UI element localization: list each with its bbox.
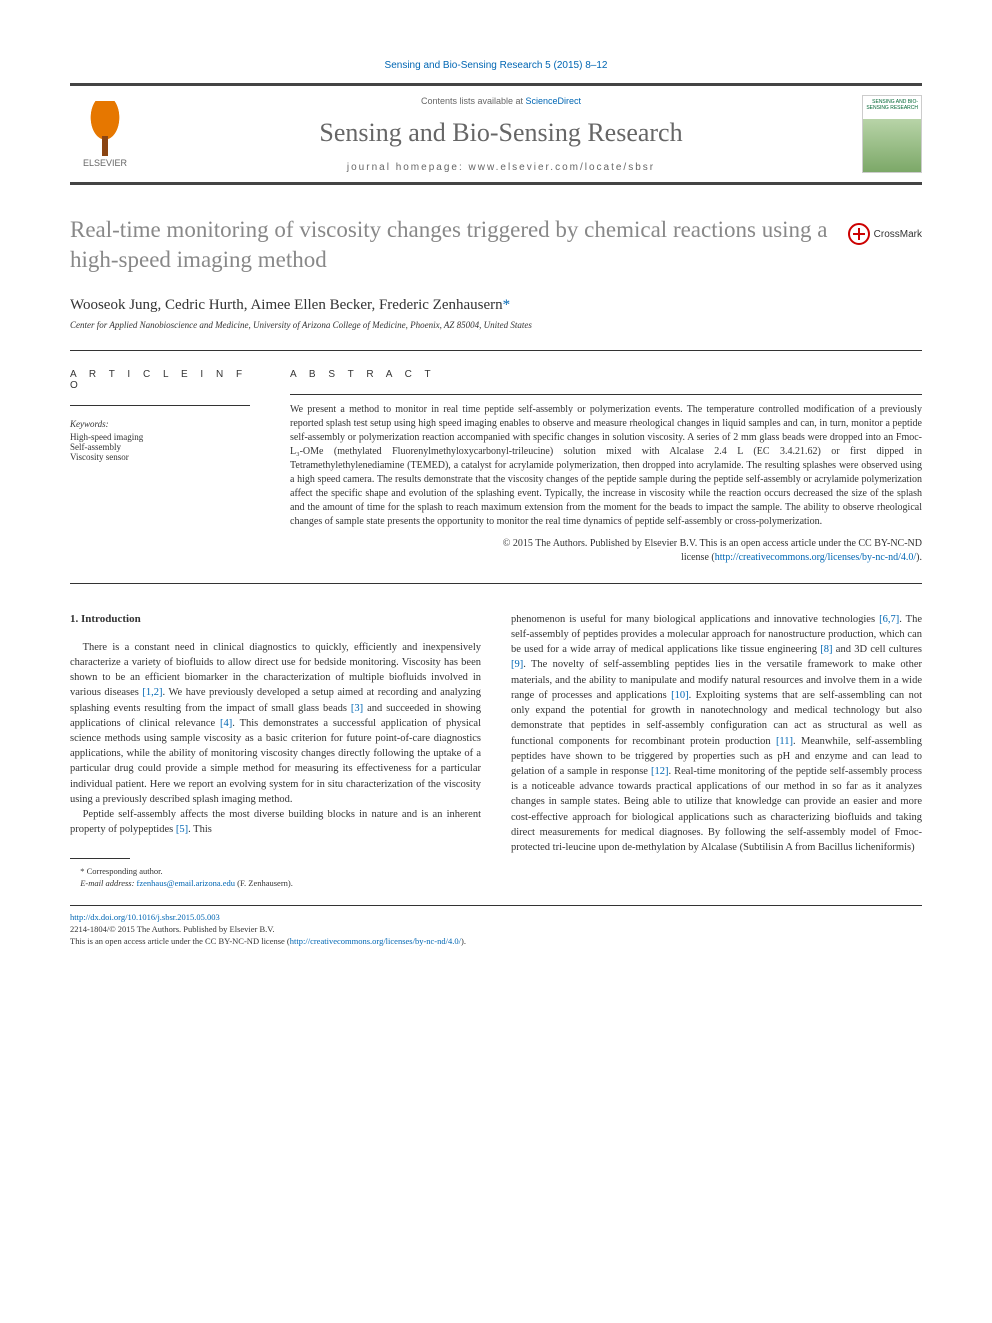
copyright-line2-prefix: license ( bbox=[681, 552, 715, 563]
crossmark-badge[interactable]: CrossMark bbox=[848, 223, 922, 245]
intro-para-2-cont: phenomenon is useful for many biological… bbox=[511, 612, 922, 856]
corresponding-author-note: * Corresponding author. bbox=[70, 865, 481, 877]
footer-block: http://dx.doi.org/10.1016/j.sbsr.2015.05… bbox=[70, 912, 922, 948]
header-center: Contents lists available at ScienceDirec… bbox=[140, 96, 862, 173]
cover-label: SENSING AND BIO-SENSING RESEARCH bbox=[863, 100, 918, 111]
c2-text-a: phenomenon is useful for many biological… bbox=[511, 614, 879, 625]
article-title: Real-time monitoring of viscosity change… bbox=[70, 215, 848, 275]
divider-abstract bbox=[290, 394, 922, 395]
authors-names: Wooseok Jung, Cedric Hurth, Aimee Ellen … bbox=[70, 297, 503, 313]
crossmark-label: CrossMark bbox=[874, 229, 922, 240]
crossmark-icon bbox=[848, 223, 870, 245]
elsevier-logo: ELSEVIER bbox=[70, 94, 140, 174]
copyright-line2-suffix: ). bbox=[916, 552, 922, 563]
email-note: E-mail address: fzenhaus@email.arizona.e… bbox=[70, 877, 481, 889]
p2-text-b: . This bbox=[188, 824, 212, 835]
footer-license-b: ). bbox=[461, 936, 466, 946]
journal-name: Sensing and Bio-Sensing Research bbox=[140, 118, 862, 148]
corresponding-star: * bbox=[503, 297, 511, 313]
ref-5[interactable]: [5] bbox=[176, 824, 188, 835]
email-link[interactable]: fzenhaus@email.arizona.edu bbox=[137, 878, 235, 888]
ref-8[interactable]: [8] bbox=[820, 644, 832, 655]
copyright-line1: © 2015 The Authors. Published by Elsevie… bbox=[503, 538, 922, 549]
contents-prefix: Contents lists available at bbox=[421, 96, 526, 106]
p1-text-d: . This demonstrates a successful applica… bbox=[70, 718, 481, 805]
abstract-heading: A B S T R A C T bbox=[290, 369, 922, 380]
doi-link[interactable]: http://dx.doi.org/10.1016/j.sbsr.2015.05… bbox=[70, 912, 220, 922]
keyword-1: High-speed imaging bbox=[70, 432, 250, 442]
p2-text-a: Peptide self-assembly affects the most d… bbox=[70, 809, 481, 835]
footnote-separator bbox=[70, 858, 130, 859]
journal-reference: Sensing and Bio-Sensing Research 5 (2015… bbox=[70, 60, 922, 71]
c2-text-g: . Real-time monitoring of the peptide se… bbox=[511, 766, 922, 853]
article-info-heading: A R T I C L E I N F O bbox=[70, 369, 250, 391]
body-column-right: phenomenon is useful for many biological… bbox=[511, 612, 922, 889]
ref-3[interactable]: [3] bbox=[351, 703, 363, 714]
c2-text-c: and 3D cell cultures bbox=[833, 644, 922, 655]
journal-cover-thumbnail: SENSING AND BIO-SENSING RESEARCH bbox=[862, 95, 922, 173]
abstract-text: We present a method to monitor in real t… bbox=[290, 403, 922, 529]
intro-heading: 1. Introduction bbox=[70, 612, 481, 628]
ref-11[interactable]: [11] bbox=[776, 736, 793, 747]
elsevier-tree-icon bbox=[80, 101, 130, 156]
elsevier-name: ELSEVIER bbox=[83, 158, 127, 168]
divider-top bbox=[70, 350, 922, 351]
ref-1-2[interactable]: [1,2] bbox=[142, 687, 162, 698]
intro-para-2: Peptide self-assembly affects the most d… bbox=[70, 807, 481, 837]
keywords-label: Keywords: bbox=[70, 419, 109, 429]
journal-homepage: journal homepage: www.elsevier.com/locat… bbox=[140, 162, 862, 173]
footer-separator bbox=[70, 905, 922, 906]
email-label: E-mail address: bbox=[80, 878, 136, 888]
intro-para-1: There is a constant need in clinical dia… bbox=[70, 640, 481, 807]
ref-4[interactable]: [4] bbox=[220, 718, 232, 729]
footer-license-link[interactable]: http://creativecommons.org/licenses/by-n… bbox=[290, 936, 461, 946]
divider-keywords bbox=[70, 405, 250, 406]
ref-6-7[interactable]: [6,7] bbox=[879, 614, 899, 625]
ref-10[interactable]: [10] bbox=[671, 690, 689, 701]
divider-bottom bbox=[70, 583, 922, 584]
authors-line: Wooseok Jung, Cedric Hurth, Aimee Ellen … bbox=[70, 297, 922, 314]
ref-9[interactable]: [9] bbox=[511, 659, 523, 670]
abstract-column: A B S T R A C T We present a method to m… bbox=[290, 369, 922, 565]
email-suffix: (F. Zenhausern). bbox=[235, 878, 293, 888]
issn-line: 2214-1804/© 2015 The Authors. Published … bbox=[70, 924, 274, 934]
footer-license-a: This is an open access article under the… bbox=[70, 936, 290, 946]
ref-12[interactable]: [12] bbox=[651, 766, 669, 777]
article-info-column: A R T I C L E I N F O Keywords: High-spe… bbox=[70, 369, 250, 565]
contents-available: Contents lists available at ScienceDirec… bbox=[140, 96, 862, 106]
keyword-3: Viscosity sensor bbox=[70, 452, 250, 462]
license-link[interactable]: http://creativecommons.org/licenses/by-n… bbox=[715, 552, 916, 563]
journal-header: ELSEVIER Contents lists available at Sci… bbox=[70, 83, 922, 185]
keyword-2: Self-assembly bbox=[70, 442, 250, 452]
copyright-block: © 2015 The Authors. Published by Elsevie… bbox=[290, 537, 922, 565]
body-column-left: 1. Introduction There is a constant need… bbox=[70, 612, 481, 889]
affiliation: Center for Applied Nanobioscience and Me… bbox=[70, 320, 922, 330]
sciencedirect-link[interactable]: ScienceDirect bbox=[526, 96, 582, 106]
